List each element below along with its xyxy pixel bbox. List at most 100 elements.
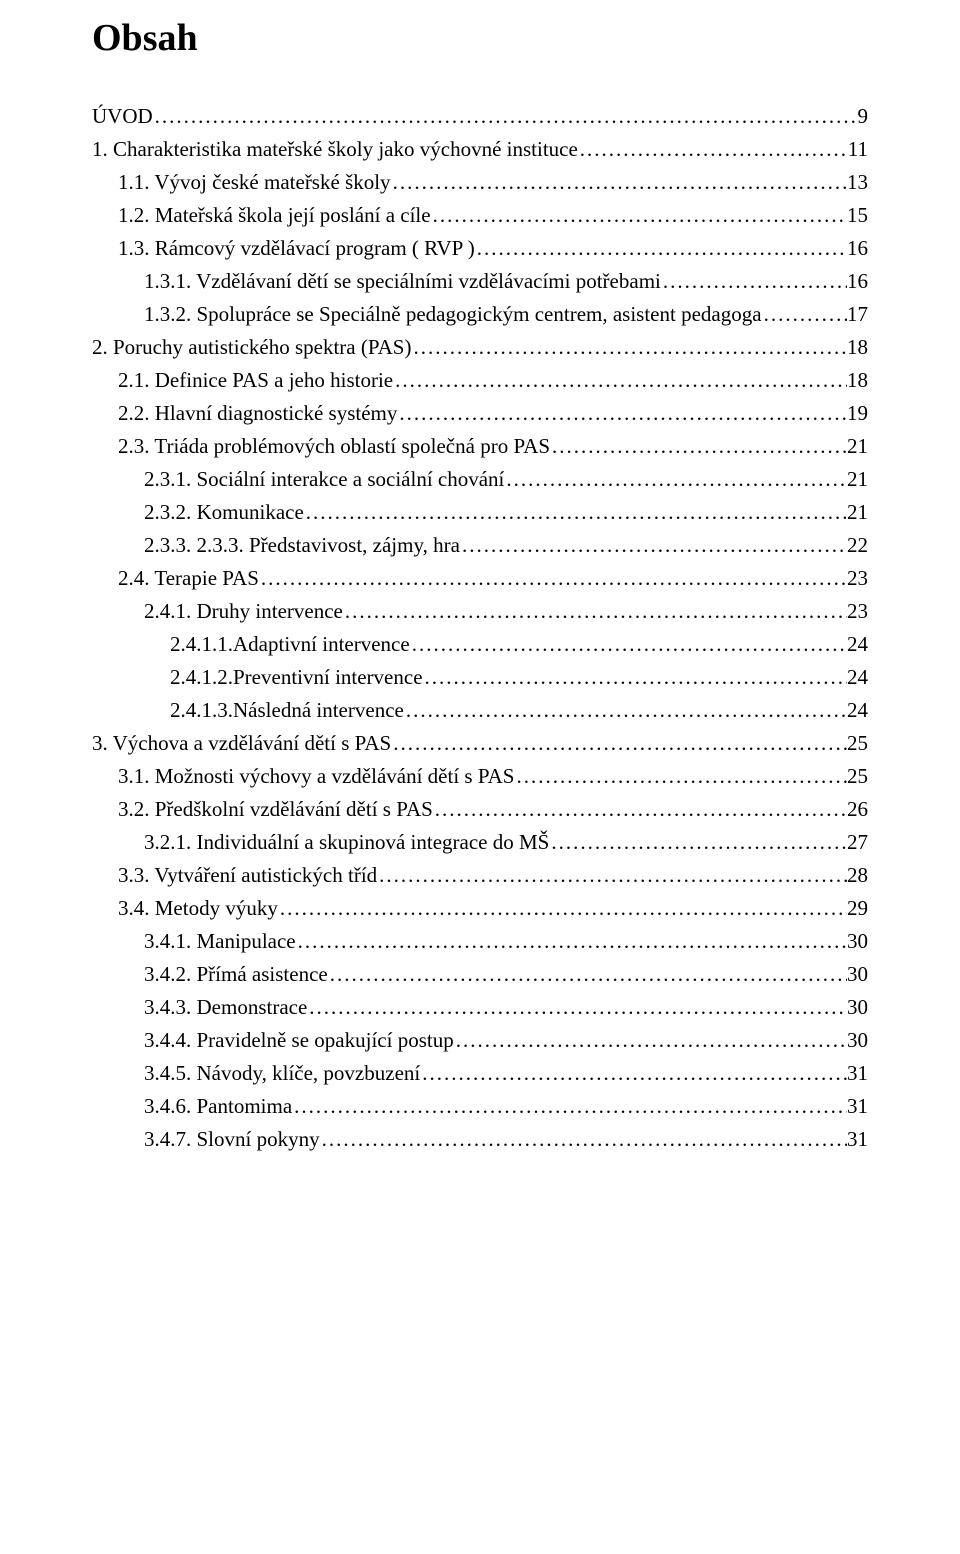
toc-entry: 3.4.6. Pantomima........................… (92, 1090, 868, 1123)
toc-entry-label: 2. Poruchy autistického spektra (PAS) (92, 337, 411, 358)
toc-leader-dots: ........................................… (391, 172, 847, 193)
toc-entry-label: 3.4.1. Manipulace (144, 931, 296, 952)
toc-entry-label: 2.1. Definice PAS a jeho historie (118, 370, 393, 391)
toc-entry-label: 3.4.2. Přímá asistence (144, 964, 328, 985)
toc-entry-page: 28 (847, 865, 868, 886)
toc-entry-label: 3.2. Předškolní vzdělávání dětí s PAS (118, 799, 433, 820)
toc-leader-dots: ........................................… (549, 832, 847, 853)
toc-entry: 3.4.5. Návody, klíče, povzbuzení........… (92, 1057, 868, 1090)
toc-entry-page: 25 (847, 766, 868, 787)
toc-entry-label: 3.3. Vytváření autistických tříd (118, 865, 377, 886)
toc-entry: 3.4.3. Demonstrace......................… (92, 991, 868, 1024)
toc-entry-label: 3.4. Metody výuky (118, 898, 278, 919)
toc-entry-page: 17 (847, 304, 868, 325)
toc-leader-dots: ........................................… (296, 931, 847, 952)
page-container: Obsah ÚVOD..............................… (0, 0, 960, 1196)
toc-entry: 2.2. Hlavní diagnostické systémy........… (92, 397, 868, 430)
toc-entry: 1.2. Mateřská škola její poslání a cíle.… (92, 199, 868, 232)
toc-entry: 2.4.1.2.Preventivní intervence..........… (92, 661, 868, 694)
toc-leader-dots: ........................................… (475, 238, 847, 259)
toc-leader-dots: ........................................… (514, 766, 847, 787)
toc-entry: 2.3.2. Komunikace.......................… (92, 496, 868, 529)
toc-leader-dots: ........................................… (423, 667, 847, 688)
toc-entry: 3.4.4. Pravidelně se opakující postup...… (92, 1024, 868, 1057)
toc-leader-dots: ........................................… (391, 733, 847, 754)
toc-entry-label: 2.4.1.1.Adaptivní intervence (170, 634, 410, 655)
toc-leader-dots: ........................................… (550, 436, 847, 457)
toc-entry-page: 19 (847, 403, 868, 424)
toc-entry: 1. Charakteristika mateřské školy jako v… (92, 133, 868, 166)
toc-entry-page: 16 (847, 271, 868, 292)
toc-entry-label: 1.1. Vývoj české mateřské školy (118, 172, 391, 193)
toc-leader-dots: ........................................… (393, 370, 847, 391)
toc-entry: 3.2. Předškolní vzdělávání dětí s PAS...… (92, 793, 868, 826)
toc-leader-dots: ........................................… (431, 205, 847, 226)
toc-entry: 3.4.2. Přímá asistence..................… (92, 958, 868, 991)
toc-entry: 1.3.1. Vzdělávaní dětí se speciálními vz… (92, 265, 868, 298)
toc-entry: 1.3. Rámcový vzdělávací program ( RVP ).… (92, 232, 868, 265)
toc-leader-dots: ........................................… (420, 1063, 847, 1084)
toc-leader-dots: ........................................… (411, 337, 847, 358)
toc-leader-dots: ........................................… (454, 1030, 847, 1051)
toc-entry-label: 2.4.1. Druhy intervence (144, 601, 343, 622)
toc-entry: ÚVOD....................................… (92, 100, 868, 133)
toc-entry-label: 3.2.1. Individuální a skupinová integrac… (144, 832, 549, 853)
toc-entry: 2.4.1.1.Adaptivní intervence............… (92, 628, 868, 661)
toc-leader-dots: ........................................… (404, 700, 847, 721)
toc-leader-dots: ........................................… (762, 304, 847, 325)
toc-leader-dots: ........................................… (661, 271, 847, 292)
toc-entry-page: 21 (847, 436, 868, 457)
toc-entry-label: 3.4.7. Slovní pokyny (144, 1129, 320, 1150)
toc-entry-label: 2.4.1.2.Preventivní intervence (170, 667, 423, 688)
toc-entry-label: 1. Charakteristika mateřské školy jako v… (92, 139, 578, 160)
toc-entry-label: 1.3.1. Vzdělávaní dětí se speciálními vz… (144, 271, 661, 292)
toc-leader-dots: ........................................… (460, 535, 847, 556)
toc-entry: 2.3. Triáda problémových oblastí společn… (92, 430, 868, 463)
toc-leader-dots: ........................................… (410, 634, 847, 655)
toc-entry-label: ÚVOD (92, 106, 153, 127)
toc-entry-label: 2.3. Triáda problémových oblastí společn… (118, 436, 550, 457)
toc-entry-page: 18 (847, 370, 868, 391)
toc-entry: 3.4. Metody výuky.......................… (92, 892, 868, 925)
toc-entry-label: 2.3.3. 2.3.3. Představivost, zájmy, hra (144, 535, 460, 556)
toc-entry: 3.4.7. Slovní pokyny....................… (92, 1123, 868, 1156)
toc-entry-label: 2.4.1.3.Následná intervence (170, 700, 404, 721)
toc-entry: 3.2.1. Individuální a skupinová integrac… (92, 826, 868, 859)
toc-entry-label: 2.2. Hlavní diagnostické systémy (118, 403, 397, 424)
toc-entry-label: 1.2. Mateřská škola její poslání a cíle (118, 205, 431, 226)
toc-entry-label: 2.3.1. Sociální interakce a sociální cho… (144, 469, 504, 490)
toc-entry: 2.4.1. Druhy intervence.................… (92, 595, 868, 628)
toc-entry-label: 3. Výchova a vzdělávání dětí s PAS (92, 733, 391, 754)
toc-entry-label: 1.3.2. Spolupráce se Speciálně pedagogic… (144, 304, 762, 325)
toc-entry-label: 3.4.4. Pravidelně se opakující postup (144, 1030, 454, 1051)
toc-entry-label: 1.3. Rámcový vzdělávací program ( RVP ) (118, 238, 475, 259)
toc-entry-page: 15 (847, 205, 868, 226)
toc-entry-page: 23 (847, 601, 868, 622)
toc-entry: 1.3.2. Spolupráce se Speciálně pedagogic… (92, 298, 868, 331)
page-title: Obsah (92, 16, 868, 60)
toc-entry: 3.1. Možnosti výchovy a vzdělávání dětí … (92, 760, 868, 793)
toc-entry: 2.3.3. 2.3.3. Představivost, zájmy, hra.… (92, 529, 868, 562)
toc-entry: 3. Výchova a vzdělávání dětí s PAS......… (92, 727, 868, 760)
toc-entry-page: 27 (847, 832, 868, 853)
toc-entry: 2.3.1. Sociální interakce a sociální cho… (92, 463, 868, 496)
toc-leader-dots: ........................................… (259, 568, 847, 589)
toc-entry-page: 23 (847, 568, 868, 589)
toc-entry-page: 21 (847, 502, 868, 523)
toc-entry-page: 18 (847, 337, 868, 358)
toc-entry-page: 24 (847, 667, 868, 688)
toc-entry-page: 13 (847, 172, 868, 193)
toc-leader-dots: ........................................… (328, 964, 847, 985)
toc-leader-dots: ........................................… (153, 106, 858, 127)
toc-entry-page: 24 (847, 700, 868, 721)
toc-entry: 2.4.1.3.Následná intervence.............… (92, 694, 868, 727)
toc-entry-page: 29 (847, 898, 868, 919)
toc-entry: 3.4.1. Manipulace.......................… (92, 925, 868, 958)
toc-leader-dots: ........................................… (377, 865, 847, 886)
toc-entry-page: 30 (847, 997, 868, 1018)
toc-entry-page: 31 (847, 1063, 868, 1084)
toc-entry-page: 24 (847, 634, 868, 655)
toc-leader-dots: ........................................… (292, 1096, 847, 1117)
toc-entry-label: 3.4.5. Návody, klíče, povzbuzení (144, 1063, 420, 1084)
toc-leader-dots: ........................................… (578, 139, 848, 160)
